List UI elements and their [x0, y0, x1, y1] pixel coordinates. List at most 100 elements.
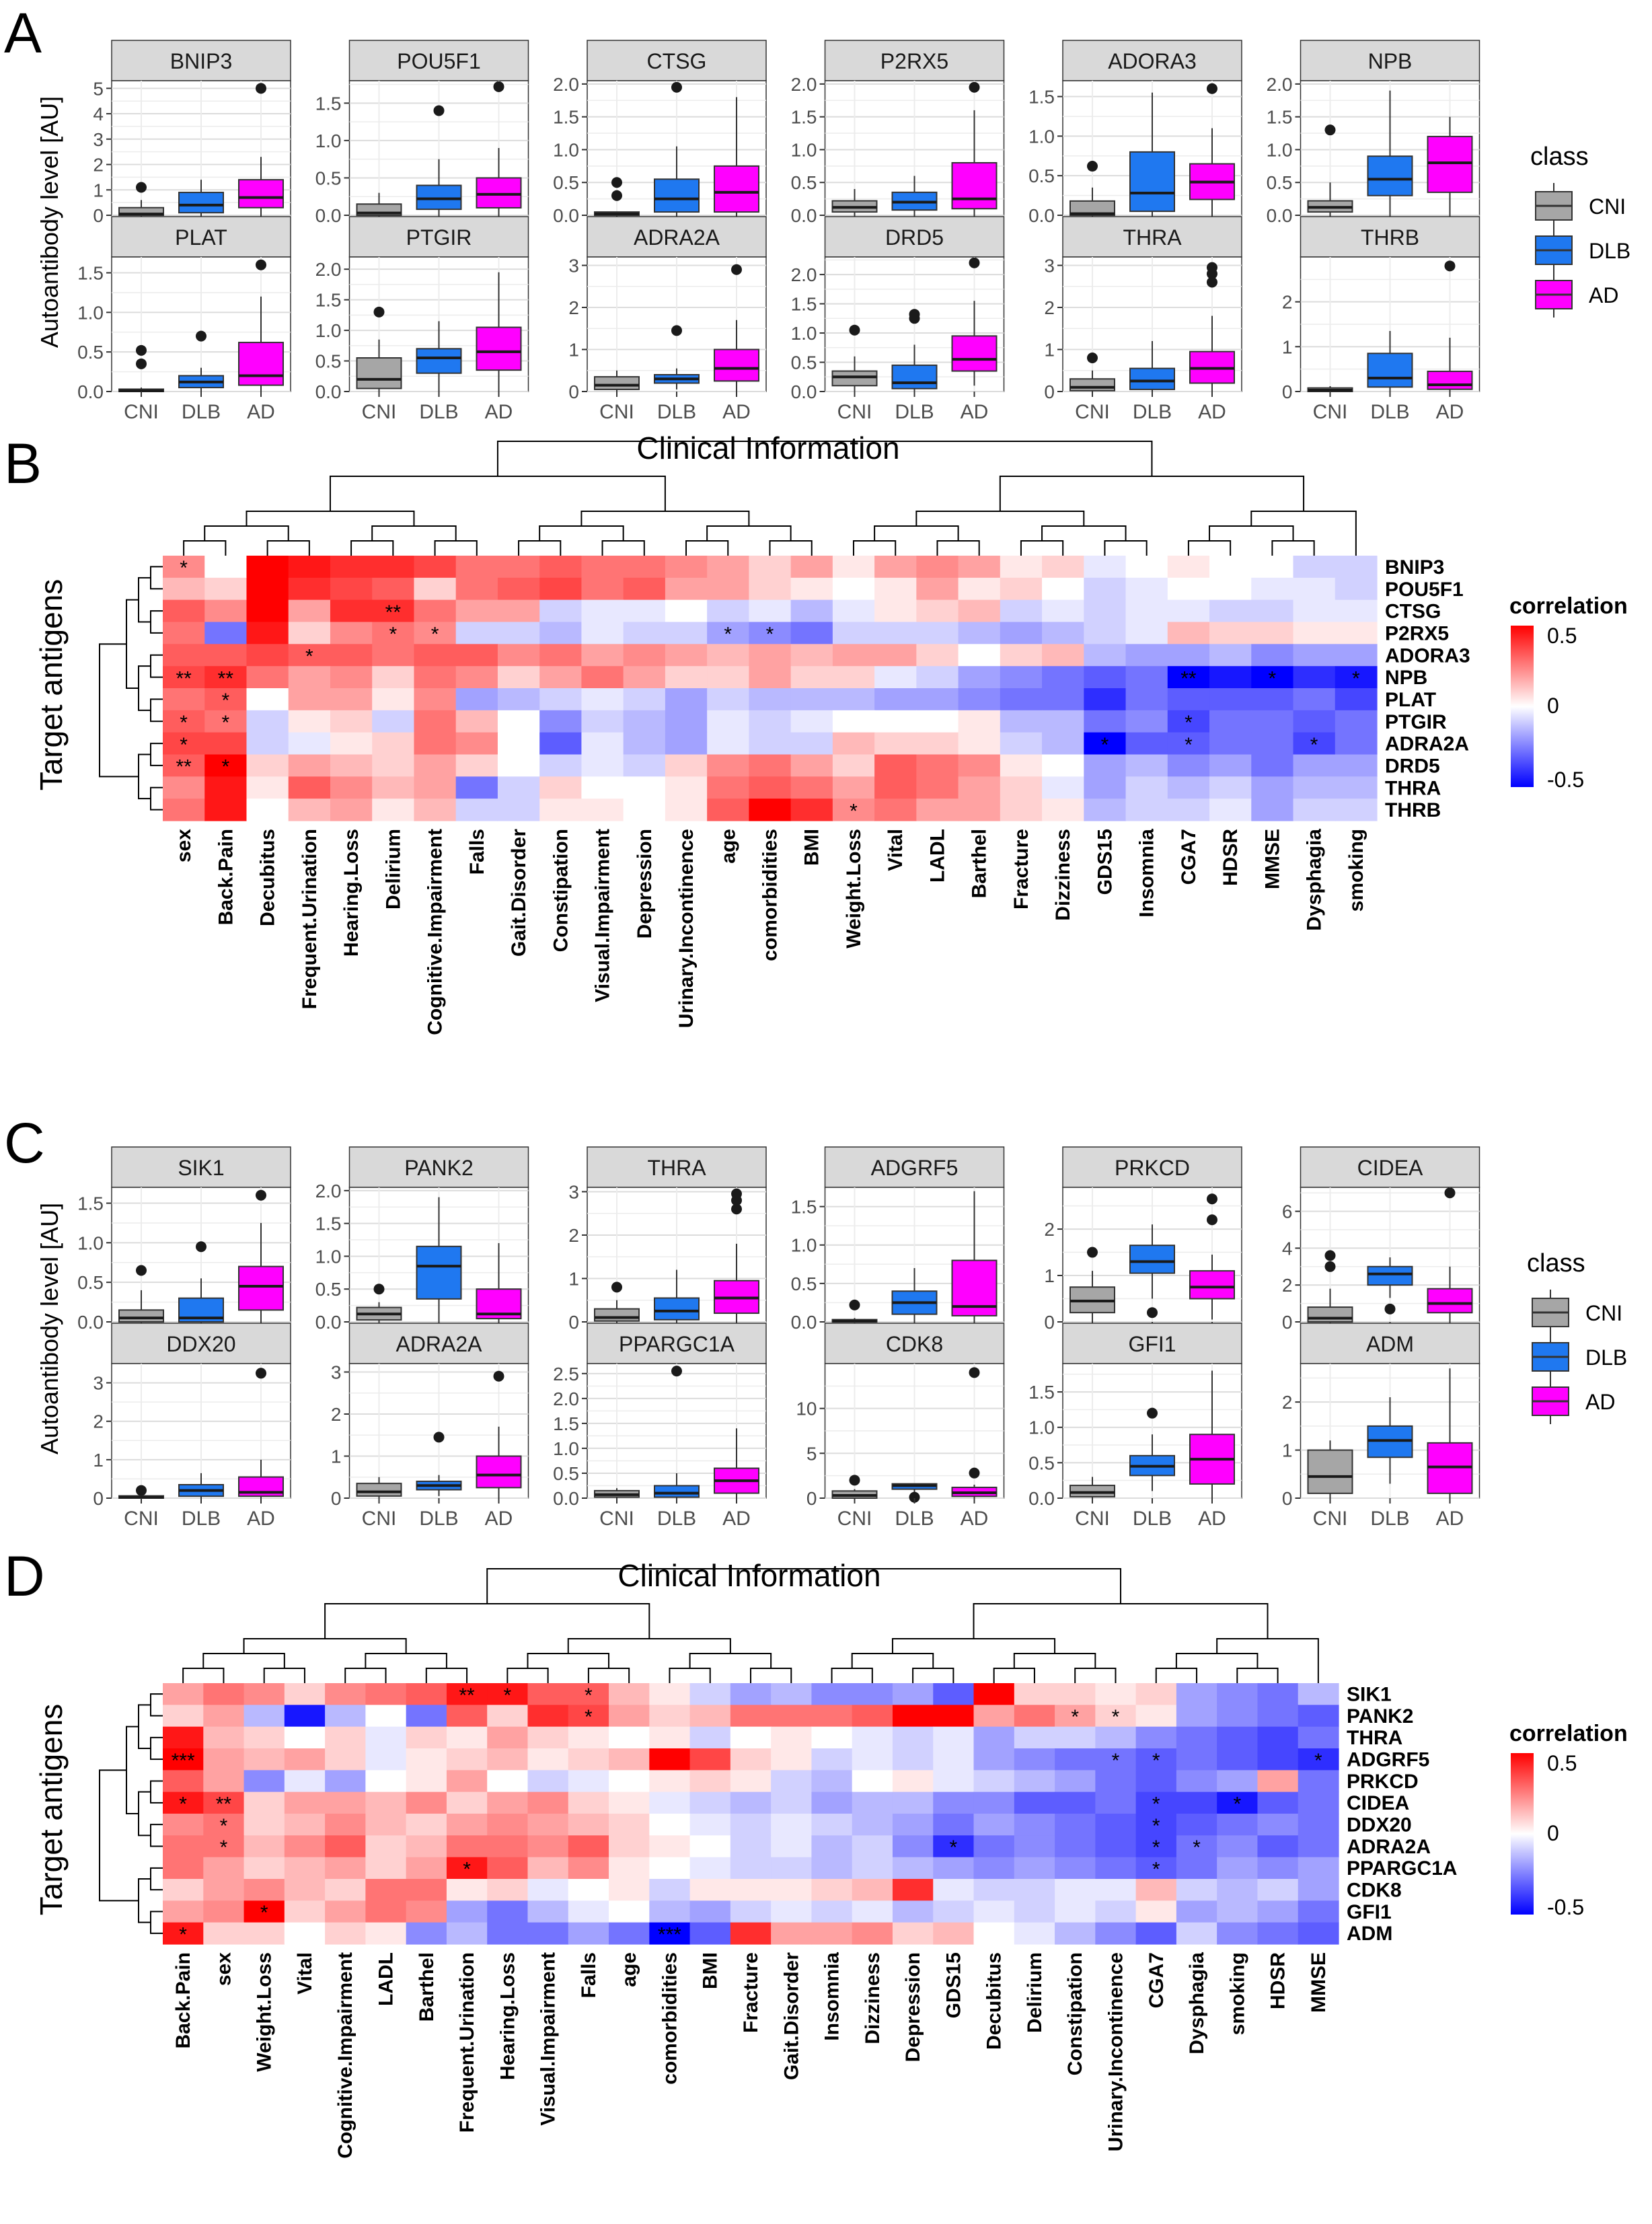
y-tick-label: 2.0: [553, 74, 579, 95]
outlier-point: [731, 1203, 742, 1215]
heatmap-cell: [330, 710, 373, 733]
heatmap-cell: [609, 1900, 650, 1923]
y-tick-label: 1: [1044, 340, 1055, 361]
row-label-sik1: SIK1: [1347, 1684, 1392, 1706]
y-tick-label: 0.5: [315, 1279, 342, 1300]
significance-marker: *: [260, 1902, 268, 1924]
heatmap-cell: [916, 622, 959, 644]
y-tick-label: 0.5: [791, 353, 817, 373]
heatmap-cell: [497, 732, 540, 755]
x-tick-label: DLB: [657, 1508, 696, 1530]
legend-key-ad: AD: [1535, 272, 1618, 318]
heatmap-cell: [852, 1791, 893, 1814]
row-label-adgrf5: ADGRF5: [1347, 1749, 1429, 1771]
box-dlb: [1367, 1265, 1413, 1286]
heatmap-cell: [689, 1814, 731, 1836]
heatmap-cell: [288, 599, 331, 623]
heatmap-cell: [1293, 710, 1336, 733]
heatmap-cell: [163, 1683, 204, 1705]
facet-strip: [111, 1323, 291, 1364]
heatmap-cell: [1055, 1814, 1096, 1836]
heatmap-cell: [852, 1770, 893, 1793]
facet-adm: ADM 0 1 2 CNI DLB AD: [1282, 1323, 1480, 1530]
heatmap-cell: [1251, 622, 1294, 644]
significance-marker: *: [222, 712, 230, 734]
heatmap-cell: [1055, 1705, 1096, 1728]
heatmap-cell: [958, 599, 1001, 623]
y-tick-label: 0.5: [1028, 1452, 1055, 1473]
heatmap-cell: [973, 1922, 1015, 1945]
heatmap-cell: [163, 710, 205, 733]
heatmap-cell: [446, 1705, 488, 1728]
heatmap-cell: [163, 1835, 204, 1858]
heatmap-cell: [874, 556, 917, 579]
panel-b-heatmap: **** * * **** ** ** * *** * ** * * *** **BNIP3POU5F1C…: [99, 441, 1470, 1035]
heatmap-cell: [1293, 599, 1336, 623]
box-cni: [1069, 1485, 1115, 1497]
col-label-urinary-incontinence: Urinary.Incontinence: [675, 829, 698, 1028]
y-tick-label: 5: [93, 78, 104, 99]
heatmap-cell: [665, 732, 708, 755]
heatmap-cell: [288, 776, 331, 799]
facet-plat: PLAT 0.0 0.5 1.0 1.5 CNI DLB AD: [77, 216, 291, 423]
heatmap-cell: [1176, 1770, 1217, 1793]
heatmap-cell: [811, 1791, 853, 1814]
heatmap-cell: [455, 799, 498, 821]
significance-marker: *: [220, 1837, 228, 1859]
heatmap-cell: [1298, 1900, 1339, 1923]
heatmap-cell: [446, 1770, 488, 1793]
heatmap-cell: [203, 1683, 245, 1705]
outlier-point: [1207, 262, 1217, 273]
heatmap-cell: [446, 1835, 488, 1858]
heatmap-cell: [1298, 1726, 1339, 1749]
heatmap-cell: [1167, 622, 1210, 644]
heatmap-cell: [933, 1705, 975, 1728]
y-tick-label: 3: [568, 256, 579, 276]
y-tick-label: 1: [93, 1450, 104, 1471]
heatmap-cell: [1217, 1922, 1259, 1945]
box-cni: [118, 1309, 164, 1323]
heatmap-cell: [203, 1922, 245, 1945]
col-label-dysphagia: Dysphagia: [1186, 1952, 1208, 2054]
facet-strip: [587, 1146, 767, 1188]
heatmap-cell: [749, 599, 792, 623]
panel-d-heatmap: ** * ** * **** * * ** ** * ** ** * * ** *** ***SIK1PANK2…: [99, 1568, 1457, 2159]
y-tick-label: 1: [1282, 336, 1293, 357]
outlier-point: [1444, 260, 1456, 272]
heatmap-cell: [790, 644, 833, 667]
heatmap-cell: [958, 622, 1001, 644]
y-tick-label: 1: [93, 180, 104, 200]
heatmap-cell: [1209, 688, 1252, 711]
heatmap-cell: [163, 556, 205, 579]
y-tick-label: 2.0: [791, 74, 817, 95]
heatmap-cell: [406, 1922, 447, 1945]
heatmap-cell: [406, 1835, 447, 1858]
dendrogram-branch: [496, 441, 1153, 476]
heatmap-cell: [832, 599, 875, 623]
outlier-point: [969, 257, 980, 268]
col-label-visual-impairment: Visual.Impairment: [537, 1952, 560, 2126]
heatmap-cell: [1042, 776, 1084, 799]
y-tick-label: 10: [796, 1399, 817, 1419]
y-tick-label: 2: [1282, 292, 1293, 313]
heatmap-cell: [1293, 754, 1336, 777]
heatmap-cell: [771, 1857, 813, 1880]
heatmap-cell: [1095, 1748, 1137, 1771]
heatmap-cell: [288, 754, 331, 777]
heatmap-cell: [527, 1900, 569, 1923]
heatmap-cell: [1084, 644, 1127, 667]
heatmap-cell: [623, 577, 666, 601]
heatmap-cell: [246, 799, 289, 821]
y-tick-label: 0.5: [77, 1272, 104, 1293]
y-tick-label: 1.0: [553, 139, 579, 160]
heatmap-cell: [203, 1900, 245, 1923]
heatmap-cell: [689, 1748, 731, 1771]
y-tick-label: 1.5: [553, 1413, 579, 1434]
outlier-point: [1207, 83, 1217, 94]
heatmap-cell: [749, 644, 792, 667]
y-tick-label: 0: [1044, 381, 1055, 402]
heatmap-cell: [288, 799, 331, 821]
heatmap-cell: [1251, 776, 1294, 799]
x-tick-label: CNI: [599, 401, 634, 423]
